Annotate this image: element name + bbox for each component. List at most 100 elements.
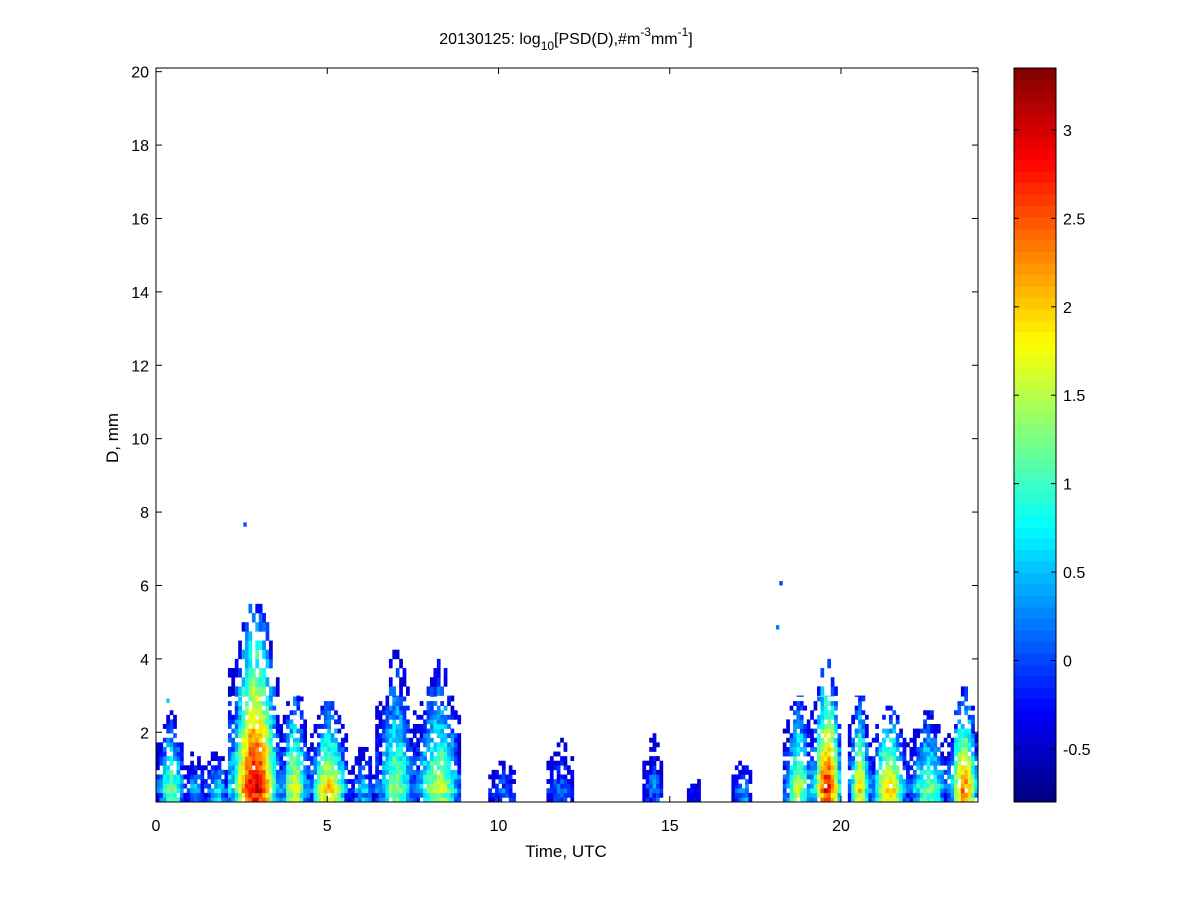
heatmap-cell — [323, 719, 328, 725]
heatmap-cell — [433, 788, 438, 794]
heatmap-cell — [436, 742, 441, 748]
heatmap-cell — [570, 769, 575, 775]
heatmap-cell — [820, 742, 825, 748]
heatmap-cell — [416, 737, 421, 743]
heatmap-cell — [217, 779, 222, 784]
y-tick-label: 12 — [131, 358, 149, 375]
heatmap-cell — [385, 756, 390, 762]
heatmap-cell — [382, 710, 386, 716]
heatmap-cell — [453, 714, 458, 720]
heatmap-cell — [262, 728, 266, 734]
heatmap-cell — [885, 797, 890, 803]
heatmap-cell — [847, 724, 852, 729]
heatmap-cell — [810, 788, 814, 794]
heatmap-cell — [231, 686, 236, 696]
heatmap-cell — [964, 728, 969, 734]
heatmap-cell — [810, 710, 814, 716]
heatmap-cell — [885, 760, 890, 766]
heatmap-cell — [361, 774, 366, 780]
heatmap-cell — [796, 751, 801, 757]
heatmap-cell — [837, 792, 842, 798]
heatmap-cell — [265, 696, 270, 702]
heatmap-cell — [943, 792, 948, 798]
heatmap-cell — [166, 737, 170, 743]
heatmap-cell — [501, 792, 506, 798]
heatmap-cell — [796, 760, 801, 766]
heatmap-cell — [930, 797, 934, 803]
heatmap-cell — [193, 788, 198, 794]
heatmap-cell — [262, 765, 266, 771]
heatmap-cell — [392, 751, 397, 757]
heatmap-cell — [851, 714, 855, 720]
heatmap-cell — [847, 756, 852, 762]
heatmap-cell — [947, 760, 951, 766]
heatmap-cell — [971, 760, 975, 766]
heatmap-cell — [923, 769, 927, 775]
heatmap-cell — [320, 788, 325, 794]
heatmap-cell — [423, 724, 427, 729]
heatmap-cell — [176, 746, 181, 752]
heatmap-cell — [234, 728, 239, 734]
heatmap-cell — [344, 737, 349, 743]
heatmap-cell — [258, 710, 263, 716]
heatmap-cell — [512, 779, 516, 784]
heatmap-cell — [453, 760, 458, 766]
heatmap-cell — [936, 779, 941, 784]
heatmap-cell — [834, 737, 838, 743]
heatmap-cell — [344, 788, 349, 794]
heatmap-cell — [265, 649, 270, 660]
heatmap-cell — [858, 746, 862, 752]
heatmap-cell — [563, 760, 568, 766]
heatmap-cell — [293, 760, 297, 766]
heatmap-cell — [806, 733, 811, 739]
heatmap-cell — [447, 760, 451, 766]
heatmap-cell — [457, 797, 462, 803]
heatmap-cell — [553, 797, 558, 803]
heatmap-cell — [933, 779, 938, 784]
heatmap-cell — [173, 774, 177, 780]
heatmap-cell — [395, 769, 400, 775]
heatmap-cell — [926, 733, 931, 739]
heatmap-cell — [419, 783, 424, 789]
heatmap-cell — [738, 769, 742, 775]
heatmap-cell — [854, 783, 859, 789]
heatmap-cell — [806, 719, 811, 725]
heatmap-cell — [549, 783, 554, 789]
heatmap-cell — [923, 779, 927, 784]
heatmap-cell — [282, 797, 287, 803]
heatmap-cell — [436, 797, 441, 803]
heatmap-cell — [323, 779, 328, 784]
heatmap-cell — [495, 783, 499, 789]
heatmap-cell — [423, 733, 427, 739]
heatmap-cell — [286, 783, 290, 789]
heatmap-cell — [354, 792, 359, 798]
heatmap-cell — [193, 765, 198, 771]
heatmap-cell — [936, 792, 941, 798]
heatmap-cell — [286, 737, 290, 743]
heatmap-cell — [279, 751, 284, 757]
heatmap-cell — [217, 769, 222, 775]
heatmap-cell — [227, 774, 232, 780]
heatmap-cell — [395, 765, 400, 771]
heatmap-cell — [221, 779, 225, 784]
heatmap-cell — [248, 658, 253, 669]
heatmap-cell — [902, 756, 907, 762]
heatmap-cell — [190, 792, 194, 798]
heatmap-cell — [388, 686, 393, 696]
heatmap-cell — [179, 788, 184, 794]
heatmap-cell — [440, 728, 444, 734]
heatmap-cell — [399, 760, 403, 766]
heatmap-cell — [919, 788, 924, 794]
heatmap-cell — [871, 783, 876, 789]
heatmap-cell — [936, 728, 941, 734]
heatmap-cell — [221, 769, 225, 775]
heatmap-cell — [443, 769, 448, 775]
heatmap-cell — [686, 792, 691, 798]
heatmap-cell — [786, 746, 790, 752]
heatmap-cell — [248, 779, 253, 784]
heatmap-cell — [399, 779, 403, 784]
heatmap-cell — [241, 788, 246, 794]
heatmap-cell — [789, 774, 794, 780]
heatmap-cell — [851, 719, 855, 725]
heatmap-cell — [567, 788, 571, 794]
